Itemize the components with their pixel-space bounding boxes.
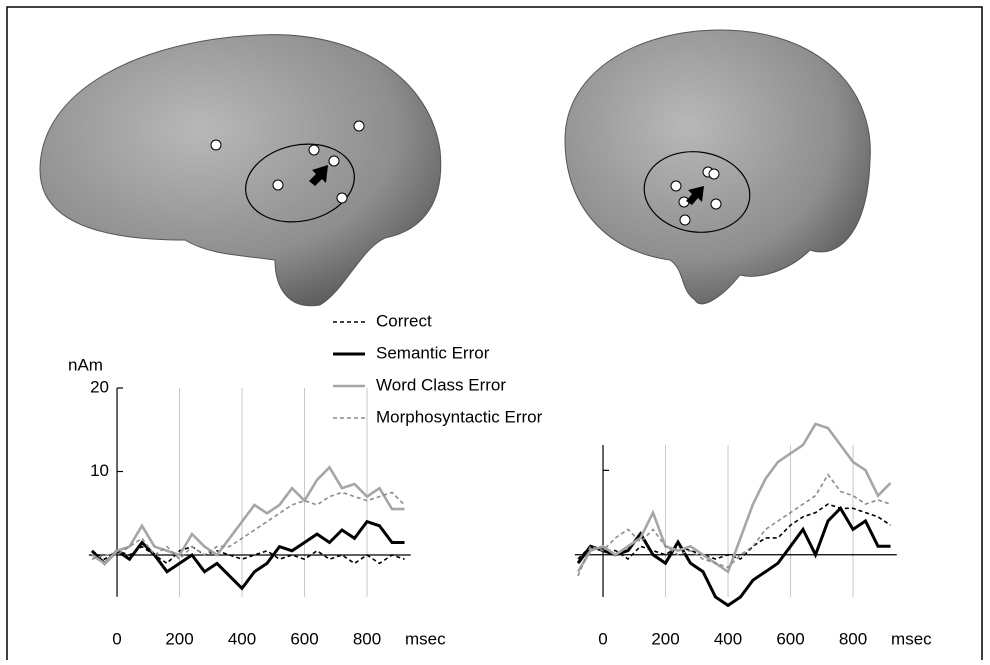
x-tick-label: 600 — [776, 629, 804, 648]
x-tick-label: 0 — [598, 629, 607, 648]
legend-label: Word Class Error — [376, 375, 506, 394]
x-tick-label: 0 — [112, 629, 121, 648]
y-tick-label: 20 — [90, 377, 109, 396]
legend-label: Morphosyntactic Error — [376, 407, 543, 426]
x-tick-label: 400 — [714, 629, 742, 648]
frame — [6, 6, 983, 665]
x-tick-label: 400 — [228, 629, 256, 648]
x-tick-label: 600 — [290, 629, 318, 648]
x-tick-label: 200 — [165, 629, 193, 648]
x-tick-label: 800 — [353, 629, 381, 648]
x-tick-label: 800 — [839, 629, 867, 648]
series-line — [91, 491, 406, 561]
series-line — [577, 473, 891, 577]
legend: Correct Semantic Error Word Class Error Mor… — [333, 311, 543, 426]
x-tick-label: 200 — [651, 629, 679, 648]
brain-right — [564, 29, 871, 305]
series-line — [576, 505, 891, 608]
x-axis-label: msec — [891, 629, 932, 648]
brain-left — [39, 34, 442, 307]
series-line — [91, 545, 405, 565]
legend-label: Semantic Error — [376, 343, 490, 362]
series-line — [91, 465, 405, 566]
y-axis-label: nAm — [68, 355, 103, 374]
x-axis-label: msec — [405, 629, 446, 648]
series-line — [90, 519, 405, 591]
legend-label: Correct — [376, 311, 432, 330]
series-line — [576, 422, 892, 574]
y-tick-label: 10 — [90, 461, 109, 480]
